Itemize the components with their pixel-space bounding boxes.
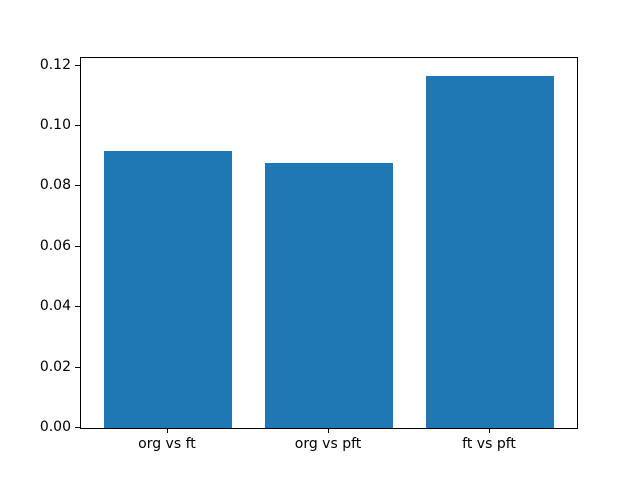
y-tick-mark [75,124,80,126]
y-tick-label: 0.04 [39,298,71,315]
y-tick-mark [75,366,80,368]
x-tick-label: org vs ft [138,436,196,452]
y-tick-mark [75,427,80,428]
y-tick-mark [75,306,80,308]
x-tick-label: ft vs pft [462,436,516,452]
y-tick-label: 0.12 [39,56,71,73]
y-tick-label: 0.02 [39,358,71,375]
bar-org-vs-ft [103,151,233,428]
y-tick-label: 0.06 [39,237,71,254]
y-tick-label: 0.10 [39,116,71,133]
y-tick-mark [75,185,80,187]
y-tick-label: 0.08 [39,177,71,194]
x-tick-mark [166,428,168,433]
plot-area [80,57,578,429]
y-tick-mark [75,245,80,247]
x-tick-mark [328,428,329,433]
bar-org-vs-pft [264,163,394,428]
y-tick-mark [75,64,80,66]
y-tick-label: 0.00 [39,419,71,435]
x-tick-label: org vs pft [294,436,362,452]
bar-ft-vs-pft [425,76,555,428]
x-tick-mark [489,428,491,433]
